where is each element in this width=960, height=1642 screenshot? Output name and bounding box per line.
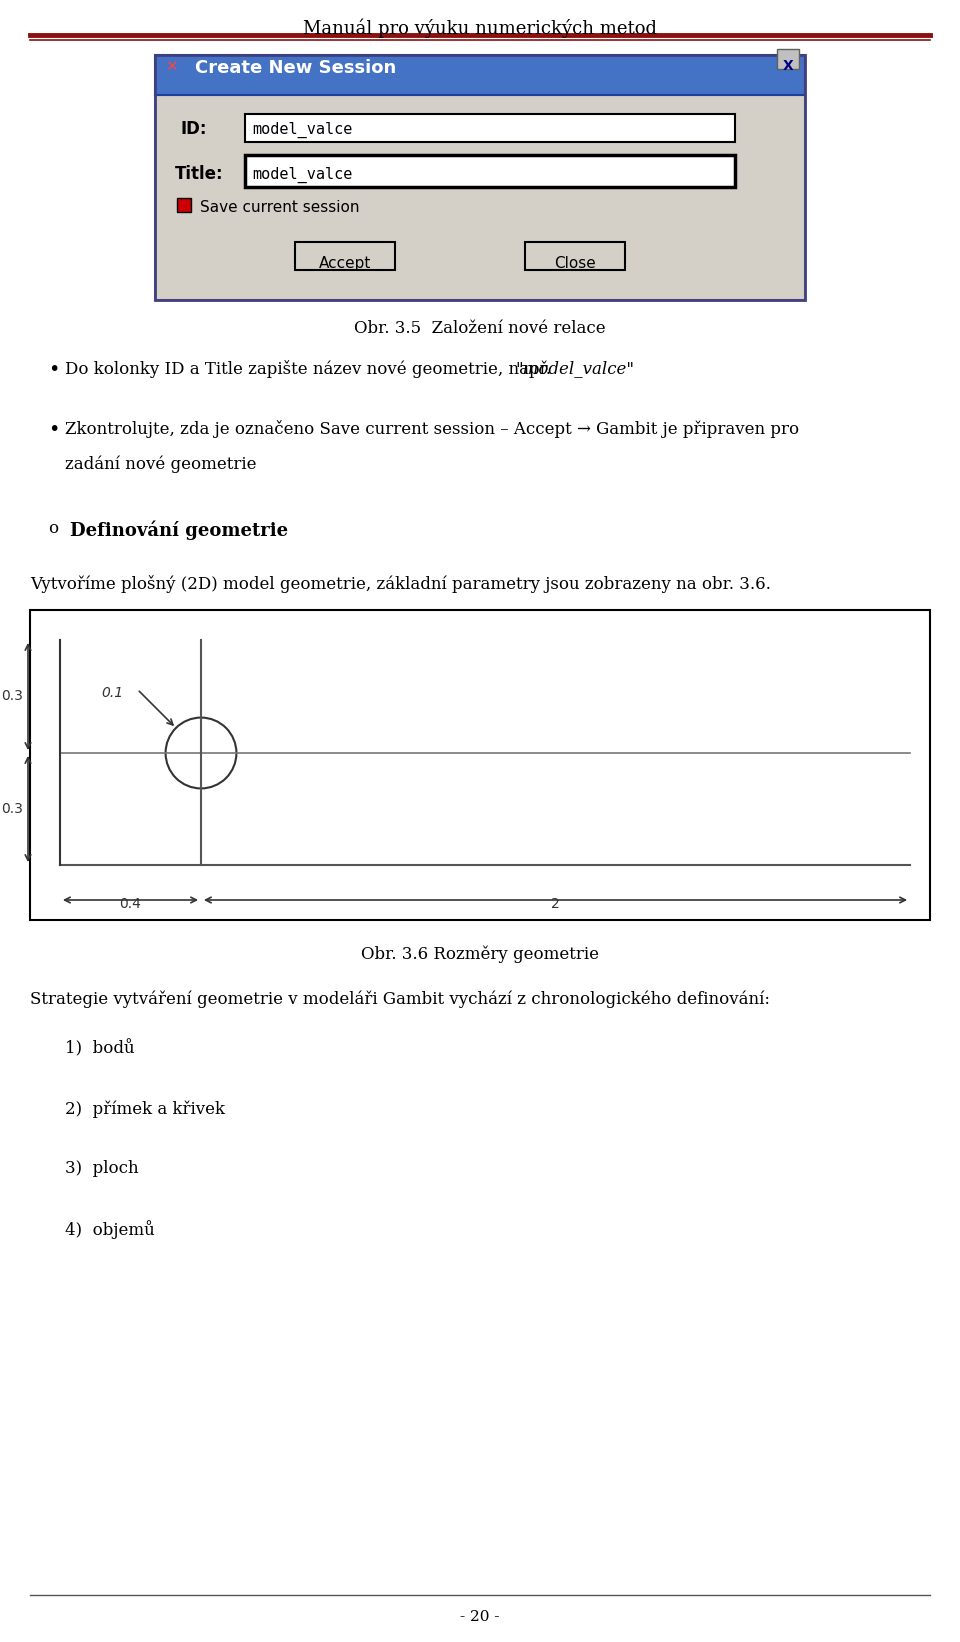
Text: Obr. 3.5  Založení nové relace: Obr. 3.5 Založení nové relace (354, 320, 606, 337)
Text: model_valce: model_valce (252, 167, 352, 184)
Bar (155, 54, 805, 95)
Text: 3)  ploch: 3) ploch (65, 1159, 138, 1177)
Text: •: • (48, 420, 60, 438)
Text: 0.3: 0.3 (1, 690, 23, 703)
Text: Save current session: Save current session (200, 200, 359, 215)
Text: ID:: ID: (180, 120, 206, 138)
Text: Title:: Title: (175, 164, 224, 182)
Text: 2)  přímek a křivek: 2) přímek a křivek (65, 1100, 225, 1118)
Bar (525, 241, 625, 269)
Bar (245, 113, 735, 141)
Text: Vytvoříme plošný (2D) model geometrie, základní parametry jsou zobrazeny na obr.: Vytvoříme plošný (2D) model geometrie, z… (30, 575, 771, 593)
Bar (777, 49, 799, 69)
Text: X: X (782, 59, 793, 72)
Bar (177, 199, 191, 212)
Text: Zkontrolujte, zda je označeno Save current session – Accept → Gambit je připrave: Zkontrolujte, zda je označeno Save curre… (65, 420, 799, 438)
Text: Close: Close (554, 256, 596, 271)
Text: Obr. 3.6 Rozměry geometrie: Obr. 3.6 Rozměry geometrie (361, 946, 599, 962)
Bar (30, 609, 930, 920)
Bar (155, 95, 805, 300)
Text: model_valce: model_valce (252, 122, 352, 138)
Text: 2: 2 (551, 897, 560, 911)
Text: Do kolonky ID a Title zapište název nové geometrie, např.: Do kolonky ID a Title zapište název nové… (65, 360, 562, 378)
Text: 1)  bodů: 1) bodů (65, 1039, 134, 1057)
Text: "model_valce": "model_valce" (515, 360, 634, 378)
Text: 0.1: 0.1 (102, 686, 124, 699)
Text: - 20 -: - 20 - (460, 1611, 500, 1624)
Text: Manuál pro výuku numerických metod: Manuál pro výuku numerických metod (303, 18, 657, 38)
Text: Accept: Accept (319, 256, 372, 271)
Text: Definování geometrie: Definování geometrie (70, 521, 288, 540)
Text: 0.4: 0.4 (119, 897, 141, 911)
Text: 4)  objemů: 4) objemů (65, 1220, 155, 1240)
Text: Strategie vytváření geometrie v modeláři Gambit vychází z chronologického defino: Strategie vytváření geometrie v modeláři… (30, 990, 770, 1008)
Text: o: o (48, 521, 59, 537)
Bar (295, 241, 395, 269)
Text: •: • (48, 360, 60, 379)
Bar (245, 154, 735, 187)
Text: ✕: ✕ (165, 59, 178, 74)
Text: Create New Session: Create New Session (195, 59, 396, 77)
Text: zadání nové geometrie: zadání nové geometrie (65, 455, 256, 473)
Text: 0.3: 0.3 (1, 801, 23, 816)
Bar (155, 54, 805, 300)
